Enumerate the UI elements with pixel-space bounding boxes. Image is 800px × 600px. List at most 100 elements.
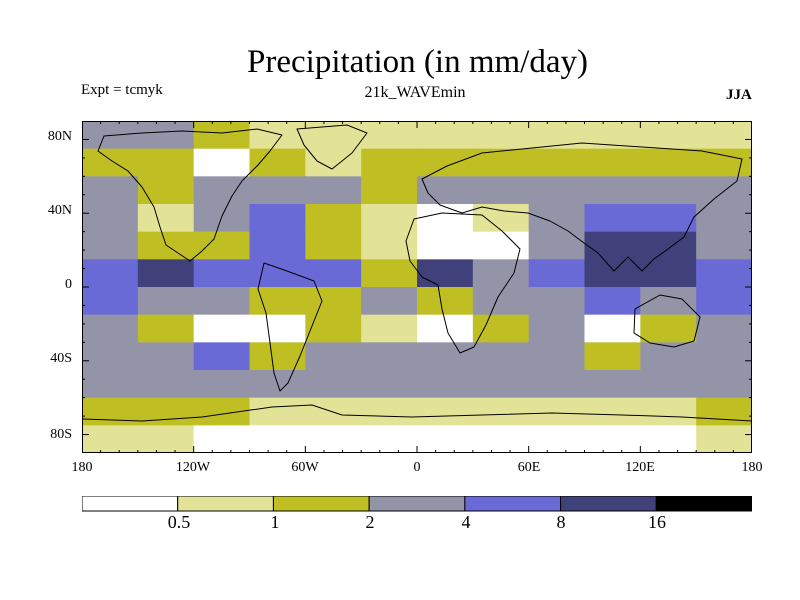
x-tick-label-120w: 120W bbox=[175, 460, 211, 475]
precip-cell bbox=[417, 397, 474, 426]
precip-cell bbox=[193, 231, 251, 260]
y-tick-label-80n: 80N bbox=[47, 129, 72, 144]
precip-cell bbox=[137, 425, 195, 453]
precip-cell bbox=[640, 176, 697, 205]
precip-cell bbox=[417, 370, 474, 399]
precip-cell bbox=[249, 204, 306, 233]
precip-cell bbox=[640, 259, 697, 288]
precip-cell bbox=[82, 176, 139, 205]
precip-cell bbox=[472, 342, 530, 371]
precip-cell bbox=[305, 204, 362, 233]
colorbar-label-4: 4 bbox=[461, 512, 471, 532]
precip-cell bbox=[82, 370, 139, 399]
experiment-label: Expt = tcmyk bbox=[81, 82, 163, 98]
precip-cell bbox=[82, 231, 139, 260]
colorbar-swatch bbox=[82, 496, 179, 512]
precip-cell bbox=[361, 425, 418, 453]
precip-cell bbox=[305, 259, 362, 288]
precip-cell bbox=[696, 231, 752, 260]
precip-cell bbox=[249, 397, 306, 426]
precip-cell bbox=[137, 342, 195, 371]
precip-cell bbox=[82, 259, 139, 288]
precip-cell bbox=[584, 231, 641, 260]
precip-cell bbox=[472, 397, 530, 426]
colorbar-swatch bbox=[368, 496, 466, 512]
colorbar-swatch bbox=[177, 496, 274, 512]
precip-cell bbox=[584, 370, 641, 399]
precip-cell bbox=[584, 397, 641, 426]
precip-cell bbox=[472, 176, 530, 205]
precip-cell bbox=[305, 176, 362, 205]
precip-cell bbox=[249, 148, 306, 177]
y-tick-label-40n: 40N bbox=[47, 203, 72, 218]
precip-cell bbox=[361, 397, 418, 426]
precip-cell bbox=[472, 204, 530, 233]
precip-cell bbox=[82, 287, 139, 316]
precip-cell bbox=[696, 121, 752, 150]
x-tick-label-0: 0 bbox=[413, 460, 421, 475]
precip-cell bbox=[305, 342, 362, 371]
south-america-outline bbox=[257, 262, 323, 392]
precip-cell bbox=[640, 425, 697, 453]
precip-cell bbox=[193, 176, 251, 205]
precip-cell bbox=[528, 121, 586, 150]
colorbar-swatch bbox=[272, 496, 370, 512]
precip-cell bbox=[193, 425, 251, 453]
precip-cell bbox=[249, 314, 306, 343]
precip-cell bbox=[528, 370, 586, 399]
precip-cell bbox=[137, 259, 195, 288]
colorbar-swatch bbox=[464, 496, 562, 512]
precip-cell bbox=[305, 287, 362, 316]
precip-cell bbox=[640, 342, 697, 371]
precip-cell bbox=[361, 370, 418, 399]
precip-cell bbox=[137, 370, 195, 399]
precip-cell bbox=[696, 176, 752, 205]
x-tick-label-60w: 60W bbox=[291, 460, 319, 475]
precip-cell bbox=[305, 314, 362, 343]
precip-cell bbox=[417, 231, 474, 260]
precip-cell bbox=[472, 370, 530, 399]
precip-cell bbox=[249, 231, 306, 260]
precip-cell bbox=[640, 314, 697, 343]
precip-cell bbox=[528, 314, 586, 343]
precip-cell bbox=[640, 204, 697, 233]
precip-cell bbox=[528, 231, 586, 260]
precip-cell bbox=[696, 259, 752, 288]
precip-cell bbox=[640, 148, 697, 177]
y-tick-label-40s: 40S bbox=[50, 351, 72, 366]
precip-cell bbox=[528, 397, 586, 426]
precip-cell bbox=[193, 287, 251, 316]
precip-cell bbox=[696, 425, 752, 453]
precip-cell bbox=[696, 204, 752, 233]
y-tick-label-80s: 80S bbox=[50, 427, 72, 442]
precip-cell bbox=[528, 425, 586, 453]
precip-cell bbox=[528, 287, 586, 316]
precip-cell bbox=[584, 314, 641, 343]
precip-cell bbox=[472, 259, 530, 288]
precip-cell bbox=[584, 176, 641, 205]
precip-cell bbox=[696, 314, 752, 343]
colorbar-label-8: 8 bbox=[556, 512, 566, 532]
precip-cell bbox=[696, 342, 752, 371]
precip-cell bbox=[82, 314, 139, 343]
precip-cell bbox=[249, 176, 306, 205]
precip-cell bbox=[417, 148, 474, 177]
precip-cell bbox=[640, 370, 697, 399]
precip-cell bbox=[82, 204, 139, 233]
precip-cell bbox=[417, 342, 474, 371]
precip-cell bbox=[417, 287, 474, 316]
precip-cell bbox=[361, 176, 418, 205]
precip-cell bbox=[305, 121, 362, 150]
precip-cell bbox=[528, 176, 586, 205]
y-tick-label-equator: 0 bbox=[65, 277, 72, 292]
precip-cell bbox=[640, 231, 697, 260]
map-title: Precipitation (in mm/day) bbox=[247, 44, 588, 80]
axis-ticks bbox=[82, 121, 752, 453]
precip-cell bbox=[82, 425, 139, 453]
precip-cell bbox=[528, 259, 586, 288]
season-label: JJA bbox=[726, 87, 752, 103]
precip-cell bbox=[472, 287, 530, 316]
precip-cell bbox=[137, 176, 195, 205]
precip-cell bbox=[82, 397, 139, 426]
precip-cell bbox=[417, 176, 474, 205]
